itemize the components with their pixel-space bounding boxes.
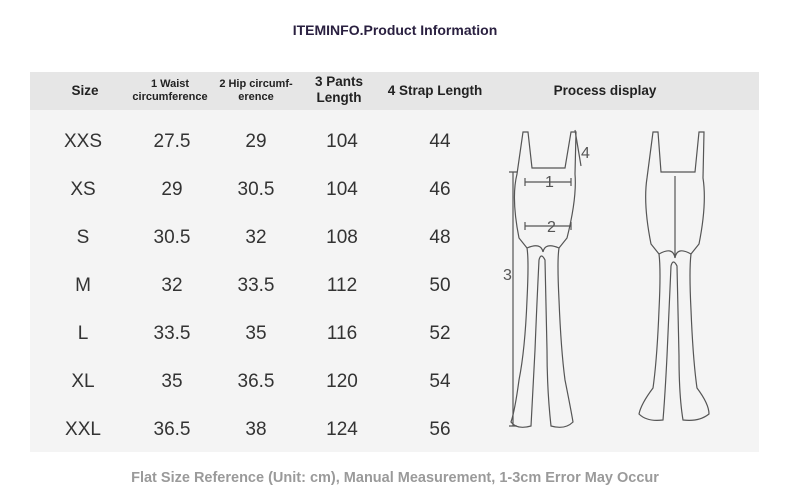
table-body <box>30 110 759 452</box>
header-hip: 2 Hip circumf- erence <box>213 78 299 103</box>
cell-waist: 35 <box>161 371 183 392</box>
back-garment-outline <box>638 131 710 421</box>
cell-hip: 29 <box>245 131 267 152</box>
cell-strap: 52 <box>429 323 451 344</box>
front-garment-outline <box>510 131 577 428</box>
cell-size: S <box>76 227 90 248</box>
cell-waist: 27.5 <box>153 131 191 152</box>
measure-label-2: 2 <box>547 219 556 236</box>
cell-pants: 112 <box>326 275 358 296</box>
cell-size: M <box>75 275 91 296</box>
table-header <box>30 72 759 110</box>
measure-label-1: 1 <box>545 174 554 191</box>
cell-size: XS <box>70 179 96 200</box>
cell-hip: 32 <box>245 227 267 248</box>
cell-strap: 44 <box>429 131 451 152</box>
cell-waist: 29 <box>161 179 183 200</box>
cell-waist: 36.5 <box>153 419 191 440</box>
cell-hip: 35 <box>245 323 267 344</box>
cell-pants: 104 <box>326 131 358 152</box>
header-process: Process display <box>553 83 657 98</box>
header-pants-line2: Length <box>316 89 362 105</box>
cell-strap: 54 <box>429 371 451 392</box>
header-pants-line1: 3 Pants <box>314 74 364 89</box>
cell-pants: 120 <box>326 371 358 392</box>
cell-strap: 50 <box>429 275 451 296</box>
cell-pants: 104 <box>326 179 358 200</box>
cell-waist: 32 <box>161 275 183 296</box>
header-hip-line1: 2 Hip circumf- <box>219 78 293 90</box>
cell-pants: 124 <box>326 419 358 440</box>
garment-diagram: 1 2 3 4 <box>503 129 710 428</box>
header-waist-line1: 1 Waist <box>150 78 190 90</box>
cell-size: XL <box>71 371 95 392</box>
cell-hip: 33.5 <box>237 275 275 296</box>
cell-strap: 46 <box>429 179 451 200</box>
cell-size: XXL <box>65 419 101 440</box>
cell-hip: 30.5 <box>237 179 275 200</box>
cell-waist: 30.5 <box>153 227 191 248</box>
cell-strap: 56 <box>429 419 451 440</box>
header-hip-line2: erence <box>238 90 274 103</box>
cell-pants: 116 <box>326 323 358 344</box>
header-pants: 3 Pants Length <box>302 74 376 105</box>
page-title: ITEMINFO.Product Information <box>292 22 498 38</box>
cell-hip: 38 <box>245 419 267 440</box>
cell-pants: 108 <box>326 227 358 248</box>
header-strap: 4 Strap Length <box>387 83 483 98</box>
cell-size: L <box>77 323 89 344</box>
measure-label-4: 4 <box>581 145 590 162</box>
header-waist-line2: circumference <box>132 90 208 103</box>
header-waist: 1 Waist circumference <box>125 78 215 103</box>
cell-size: XXS <box>63 131 103 152</box>
header-size: Size <box>71 83 99 98</box>
measure-label-3: 3 <box>503 267 512 284</box>
cell-hip: 36.5 <box>237 371 275 392</box>
cell-strap: 48 <box>429 227 451 248</box>
footer-note: Flat Size Reference (Unit: cm), Manual M… <box>131 470 659 486</box>
cell-waist: 33.5 <box>153 323 191 344</box>
